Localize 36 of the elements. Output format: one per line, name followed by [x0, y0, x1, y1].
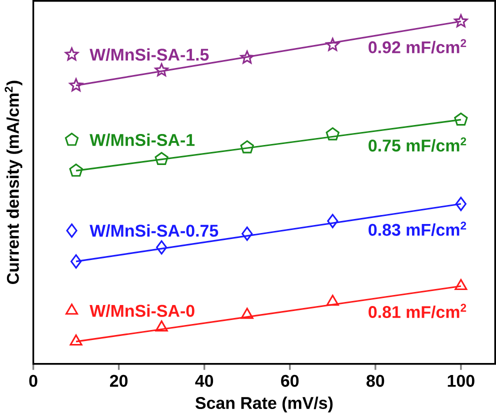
point — [70, 334, 82, 346]
point — [242, 226, 253, 241]
annotation: 0.92 mF/cm$^{2}$ — [368, 39, 466, 54]
point — [155, 320, 168, 332]
point — [455, 196, 466, 212]
annotation: 0.83 mF/cm$^{2}$ — [368, 222, 466, 236]
legend-label: W/MnSi-SA-0.75 — [90, 224, 218, 237]
point — [454, 278, 468, 290]
point — [69, 164, 83, 177]
legend-label: W/MnSi-SA-1 — [90, 134, 195, 146]
legend-label: W/MnSi-SA-0 — [90, 304, 194, 317]
x-tick-label: 20 — [110, 374, 128, 387]
point — [70, 254, 82, 269]
point — [156, 240, 168, 255]
point — [240, 50, 254, 64]
annotation: 0.81 mF/cm$^{2}$ — [368, 304, 466, 318]
x-tick-label: 80 — [366, 374, 384, 387]
annotation: 0.75 mF/cm$^{2}$ — [368, 137, 466, 152]
y-axis-title: Current density (mA/cm$^{2}$) — [4, 80, 22, 284]
point — [69, 78, 83, 92]
point — [326, 294, 339, 306]
point — [154, 63, 168, 76]
x-tick-label: 60 — [281, 374, 299, 387]
point — [327, 214, 338, 228]
x-tick-label: 100 — [448, 374, 474, 387]
legend-label: W/MnSi-SA-1.5 — [90, 48, 209, 61]
point — [454, 14, 468, 28]
x-tick-label: 40 — [195, 374, 214, 387]
x-tick-label: 0 — [29, 374, 38, 387]
point — [240, 308, 254, 319]
point — [454, 112, 468, 126]
point — [154, 152, 168, 165]
point — [326, 38, 340, 51]
x-axis-title: Scan Rate (mV/s) — [195, 396, 333, 412]
point — [326, 127, 340, 140]
point — [240, 140, 254, 154]
